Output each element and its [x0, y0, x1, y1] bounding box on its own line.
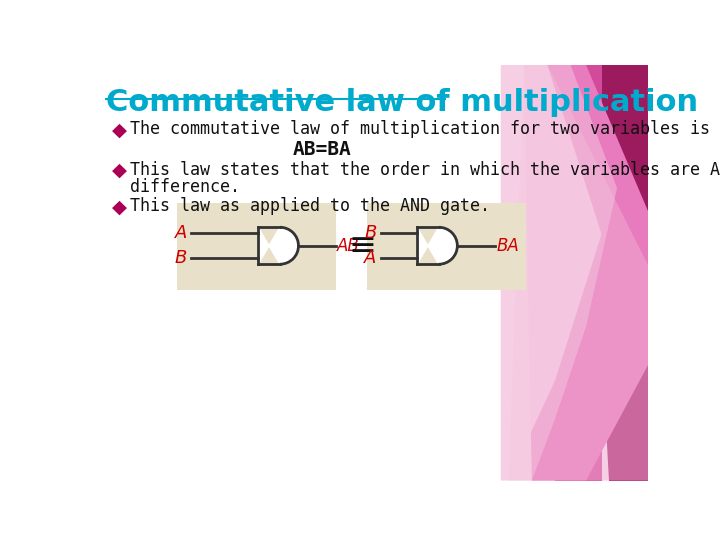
Text: This law as applied to the AND gate.: This law as applied to the AND gate.: [130, 197, 490, 215]
Text: ◆: ◆: [112, 197, 127, 216]
Text: ◆: ◆: [112, 120, 127, 139]
Text: AB: AB: [337, 237, 360, 255]
Text: AB=BA: AB=BA: [293, 140, 352, 159]
Text: difference.: difference.: [130, 178, 240, 196]
FancyBboxPatch shape: [367, 204, 526, 289]
Text: A: A: [174, 225, 187, 242]
Text: B: B: [364, 225, 377, 242]
Text: ≡: ≡: [348, 230, 377, 262]
Polygon shape: [469, 65, 601, 481]
Text: Commutative law of multiplication: Commutative law of multiplication: [106, 88, 698, 117]
FancyBboxPatch shape: [177, 204, 336, 289]
Text: This law states that the order in which the variables are ANDed make no: This law states that the order in which …: [130, 161, 720, 179]
Polygon shape: [417, 227, 457, 264]
Polygon shape: [500, 65, 648, 481]
Polygon shape: [555, 65, 601, 481]
Text: B: B: [174, 249, 187, 267]
Text: The commutative law of multiplication for two variables is: The commutative law of multiplication fo…: [130, 120, 711, 138]
Polygon shape: [586, 65, 648, 481]
Text: ◆: ◆: [112, 161, 127, 180]
Polygon shape: [258, 227, 299, 264]
Polygon shape: [508, 65, 617, 481]
Polygon shape: [524, 65, 648, 481]
Text: A: A: [364, 249, 377, 267]
Text: BA: BA: [496, 237, 519, 255]
